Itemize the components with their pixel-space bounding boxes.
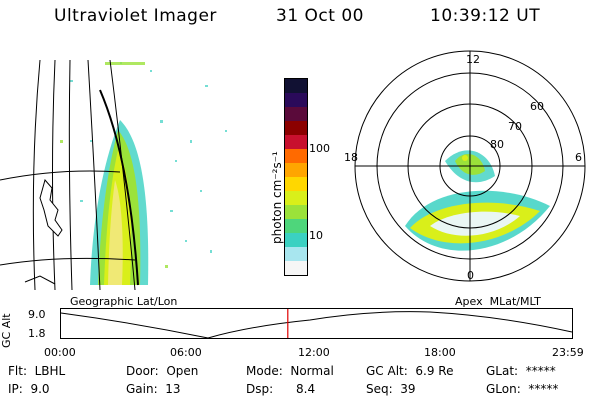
coastline-island [39,178,63,237]
altitude-curve [60,311,573,339]
status-seq: Seq: 39 [366,382,416,396]
terminator-line [99,89,139,286]
colorbar-segment [285,163,307,178]
colorbar-segment [285,149,307,164]
colorbar-segment [285,261,307,275]
colorbar-tick-100: 100 [309,142,330,155]
geographic-caption: Geographic Lat/Lon [70,295,178,308]
colorbar-segment [285,247,307,262]
lat-label-70: 70 [508,120,522,133]
lat-lon-grid [0,59,136,290]
date-label: 31 Oct 00 [276,6,364,26]
status-glat: GLat: ***** [486,364,556,378]
colorbar-segment [285,107,307,122]
status-gain: Gain: 13 [126,382,181,396]
colorbar-unit-label: photon cm⁻²s⁻¹ [270,151,284,244]
status-dsp: Dsp: 8.4 [246,382,316,396]
status-filter: Flt: LBHL [8,364,66,378]
coastline [24,275,56,285]
colorbar-segment [285,121,307,136]
status-gc-alt: GC Alt: 6.9 Re [366,364,454,378]
mlt-label-6: 6 [575,151,582,164]
timeline-xtick-0000: 00:00 [44,346,76,359]
polar-map: 12 18 6 0 60 70 80 [344,50,586,282]
colorbar-segment [285,93,307,108]
status-door: Door: Open [126,364,199,378]
timeline-xtick-1200: 12:00 [298,346,330,359]
status-glon: GLon: ***** [486,382,559,396]
apex-caption: Apex MLat/MLT [455,295,541,308]
colorbar-segment [285,79,307,94]
timeline-ylabel: GC Alt [0,313,13,348]
status-ip: IP: 9.0 [8,382,50,396]
mlt-label-0: 0 [467,269,474,282]
colorbar-segment [285,177,307,192]
colorbar-segment [285,219,307,234]
lat-label-80: 80 [490,138,504,151]
geographic-map [0,59,227,290]
status-mode: Mode: Normal [246,364,334,378]
colorbar [284,78,308,276]
timeline-xtick-2359: 23:59 [552,346,584,359]
timeline-ytick-bottom: 1.8 [28,327,46,340]
timeline-xtick-1800: 18:00 [424,346,456,359]
timeline-xtick-0600: 06:00 [170,346,202,359]
lat-label-60: 60 [530,100,544,113]
mlt-label-18: 18 [344,151,358,164]
timeline-ytick-top: 9.0 [28,308,46,321]
altitude-timeline [60,308,573,339]
colorbar-tick-10: 10 [309,229,323,242]
colorbar-segment [285,233,307,248]
instrument-title: Ultraviolet Imager [54,6,217,26]
colorbar-segment [285,205,307,220]
mlt-label-12: 12 [466,53,480,66]
time-label: 10:39:12 UT [430,6,541,26]
colorbar-segment [285,191,307,206]
colorbar-segment [285,135,307,150]
